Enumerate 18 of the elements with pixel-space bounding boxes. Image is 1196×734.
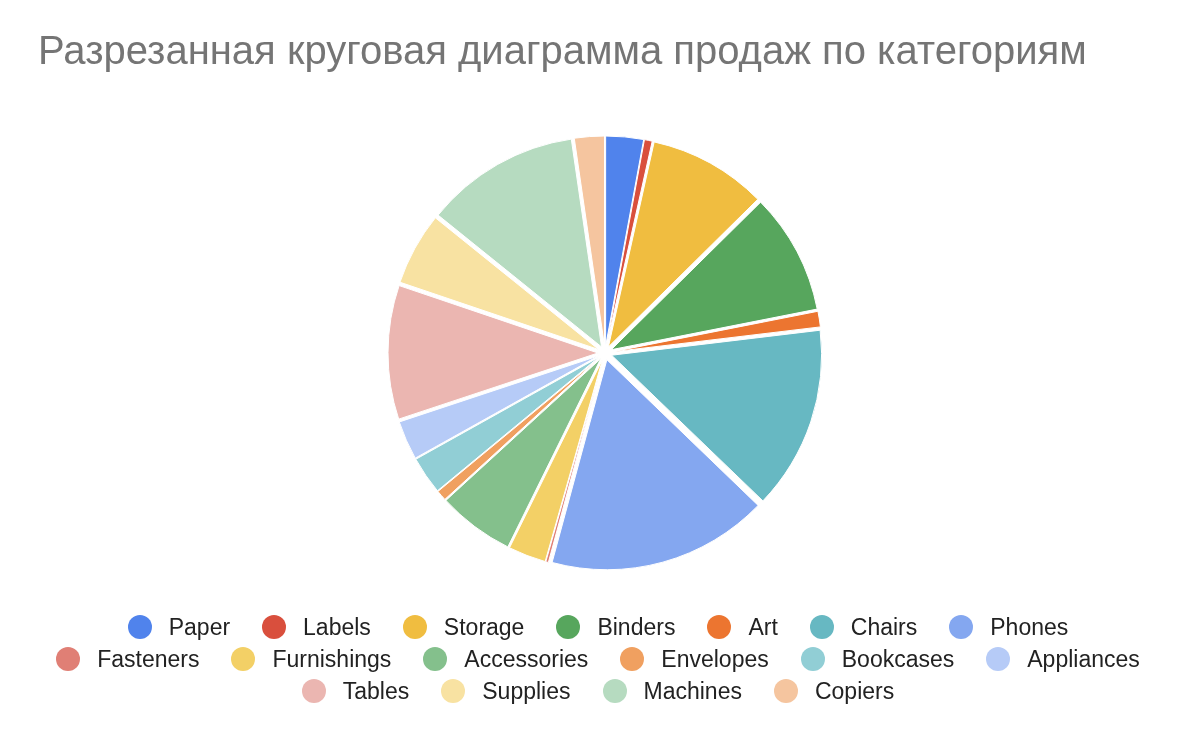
legend-label: Copiers [814,677,895,705]
legend-label: Chairs [850,613,918,641]
legend-label: Supplies [482,677,571,705]
legend-label: Tables [342,677,410,705]
legend-label: Accessories [464,645,589,673]
legend-label: Phones [990,613,1069,641]
legend-label: Binders [597,613,676,641]
legend-label: Furnishings [272,645,392,673]
legend-label: Machines [643,677,742,705]
legend-label: Art [748,613,778,641]
legend-label: Envelopes [661,645,769,673]
legend-label: Storage [443,613,525,641]
legend-label: Paper [168,613,231,641]
legend-label: Appliances [1027,645,1140,673]
legend-label: Labels [303,613,371,641]
chart-title: Разрезанная круговая диаграмма продаж по категориям [38,28,1087,73]
legend-label: Fasteners [97,645,200,673]
legend-label: Bookcases [841,645,955,673]
